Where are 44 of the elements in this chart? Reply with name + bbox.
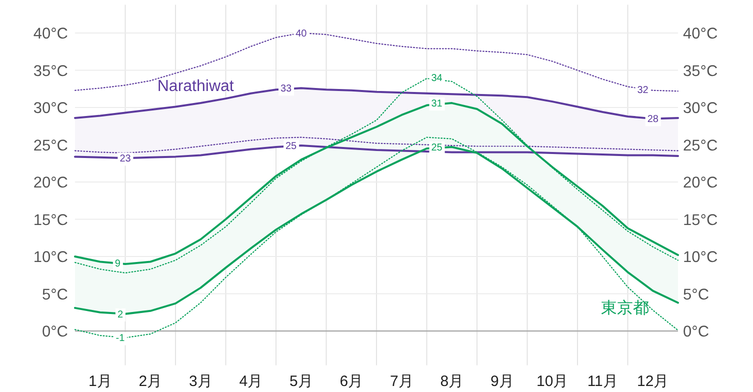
annotation: 28 xyxy=(647,114,659,126)
y-tick-label: 10°C xyxy=(33,249,68,266)
y-tick-label: 30°C xyxy=(33,100,68,118)
annotation: -1 xyxy=(116,333,126,344)
annotation: 25 xyxy=(431,142,443,154)
x-tick-label: 11月 xyxy=(587,373,618,390)
y2-tick-label: 25°C xyxy=(683,137,718,154)
y2-tick-label: 20°C xyxy=(683,174,718,192)
y-tick-label: 40°C xyxy=(33,26,68,43)
annotation: 40 xyxy=(296,28,308,40)
x-tick-label: 7月 xyxy=(390,373,414,390)
annotation: 9 xyxy=(114,258,121,270)
annotation: 33 xyxy=(280,84,292,95)
y-tick-label: 35°C xyxy=(33,62,68,80)
annotation: 34 xyxy=(431,73,443,84)
annotation: 31 xyxy=(431,98,443,110)
x-tick-label: 9月 xyxy=(490,373,514,390)
x-tick-label: 12月 xyxy=(637,373,669,390)
series-label: Narathiwat xyxy=(157,78,234,96)
y2-tick-label: 35°C xyxy=(683,62,718,80)
x-tick-label: 6月 xyxy=(340,373,364,390)
y-tick-label: 15°C xyxy=(33,212,68,229)
x-tick-label: 2月 xyxy=(138,373,162,390)
x-tick-label: 5月 xyxy=(289,373,313,390)
x-tick-label: 3月 xyxy=(188,373,212,390)
x-tick-label: 4月 xyxy=(239,373,263,390)
x-tick-label: 10月 xyxy=(536,373,568,390)
y2-tick-label: 15°C xyxy=(683,212,718,229)
y2-tick-label: 5°C xyxy=(683,286,710,304)
y2-tick-label: 0°C xyxy=(683,324,710,341)
annotation: 25 xyxy=(286,141,298,152)
y-tick-label: 5°C xyxy=(42,286,68,304)
y2-tick-label: 10°C xyxy=(683,249,718,266)
annotation: 2 xyxy=(117,309,124,320)
y2-tick-label: 40°C xyxy=(683,26,718,43)
annotation: 23 xyxy=(120,154,132,165)
x-tick-label: 8月 xyxy=(440,373,464,390)
annotation: 32 xyxy=(637,85,649,96)
y-tick-label: 20°C xyxy=(33,174,68,192)
series-label: 東京都 xyxy=(600,298,649,317)
x-tick-label: 1月 xyxy=(88,373,112,390)
y2-tick-label: 30°C xyxy=(683,100,718,118)
y-tick-label: 25°C xyxy=(33,137,68,154)
y-tick-label: 0°C xyxy=(42,324,68,341)
